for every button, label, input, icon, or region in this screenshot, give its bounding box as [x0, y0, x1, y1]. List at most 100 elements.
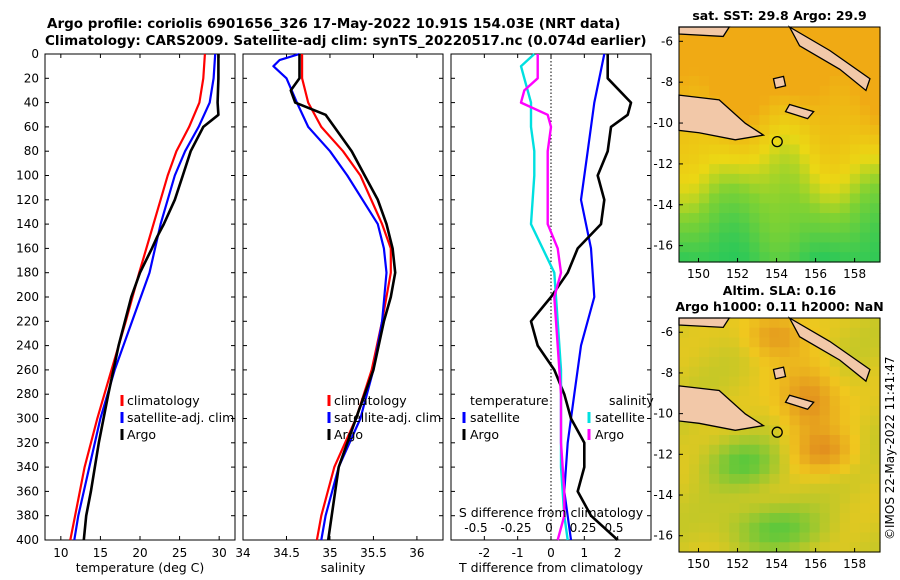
sst_map-cell [849, 222, 861, 234]
sla_map-cell [679, 532, 690, 543]
sst_map-cell [769, 203, 781, 214]
sst_map-cell [779, 154, 791, 165]
sla_map-cell [849, 347, 861, 358]
sla_map-cell [749, 542, 760, 553]
sla_map-cell [769, 454, 781, 465]
sst_map-cell [759, 95, 771, 106]
sla_map-cell [689, 327, 700, 339]
sst_map-cell [869, 27, 881, 38]
sla_map-cell [869, 483, 881, 495]
sla_map-cell [749, 396, 760, 407]
sst_map-cell [829, 134, 841, 146]
sla_map-cell [779, 464, 791, 475]
sst_map-cell [749, 85, 760, 97]
sla_map-cell [799, 532, 811, 543]
sst_map-cell [759, 66, 771, 77]
temperature-ytick-label: 260 [16, 363, 39, 377]
sst_map-cell [769, 115, 781, 126]
sst_map-cell [819, 66, 831, 77]
sst_map-frame [678, 26, 881, 263]
sst_map-cell [859, 222, 871, 234]
sst_map-cell [729, 222, 740, 234]
sla_map-cell [729, 376, 740, 387]
sla_map-cell [679, 444, 690, 456]
sla_map-cell [759, 366, 771, 378]
sla_map-land [787, 316, 871, 383]
sla_map-cell [729, 435, 740, 446]
sla_map-cell [809, 425, 821, 436]
sst_map-cell [719, 183, 730, 195]
temperature-series-satellite-adj-clim [73, 53, 217, 541]
sst_map-cell [789, 232, 801, 244]
sst_map-cell [729, 242, 740, 253]
salinity-xtick-label: 34.5 [273, 546, 300, 560]
sla_map-cell [779, 542, 791, 553]
sst_map-cell [819, 105, 831, 116]
sst_map-cell [849, 173, 861, 185]
sla_map-cell [829, 366, 841, 378]
sst_map-cell [839, 144, 851, 155]
sst_map-cell [729, 144, 740, 155]
sla_map-cell [729, 366, 740, 378]
sst_map-cell [769, 183, 781, 195]
sla_map-cell [699, 376, 710, 387]
sst_map-cell [739, 144, 750, 155]
sst_map-cell [769, 252, 781, 263]
sst_map-cell [739, 134, 750, 146]
sst_map-cell [769, 27, 781, 38]
sst_map-cell [799, 242, 811, 253]
sst_map-cell [739, 75, 750, 87]
sla_map-cell [799, 415, 811, 426]
sla_map-cell [679, 337, 690, 348]
sla_map-cell [849, 464, 861, 475]
sla_map-ytick-label: -10 [653, 407, 673, 421]
sst_map-cell [799, 183, 811, 195]
salinity-legend-label: satellite-adj. clim [334, 410, 441, 425]
sst_map-cell [719, 213, 730, 224]
sla_map-cell [719, 513, 730, 524]
sla_map-cell [709, 513, 720, 524]
sla_map-cell [859, 474, 871, 485]
temperature-ytick-label: 320 [16, 436, 39, 450]
sst_map-cell [809, 193, 821, 204]
sla_map-cell [759, 376, 771, 387]
sla_map-argo-marker [771, 426, 783, 438]
sla_map-cell [779, 327, 791, 339]
sst_map-cell [689, 164, 700, 175]
sst_map-cell [829, 232, 841, 244]
difference-xlabel: T difference from climatology [458, 560, 644, 575]
sst_map-cell [689, 222, 700, 234]
sla_map-cell [679, 327, 690, 339]
sst_map-title: sat. SST: 29.8 Argo: 29.9 [692, 8, 866, 23]
sst_map-cell [739, 222, 750, 234]
sst_map-cell [729, 203, 740, 214]
sla_map-cell [759, 318, 771, 329]
sst_map-cell [819, 203, 831, 214]
sst_map-cell [849, 164, 861, 175]
sla_map-cell [809, 503, 821, 514]
sst_map-cell [769, 193, 781, 204]
sst_map-cell [699, 46, 710, 57]
sst_map-cell [679, 144, 690, 155]
sla_map-cell [789, 435, 801, 446]
sst_map-cell [869, 154, 881, 165]
sla_map-cell [749, 405, 760, 417]
sla_map-cell [789, 483, 801, 495]
sla_map-cell [749, 444, 760, 456]
sla_map-cell [779, 415, 791, 426]
sla_map-cell [689, 522, 700, 534]
sst_map-cell [869, 252, 881, 263]
sla_map-cell [739, 493, 750, 504]
difference-xtick-label: 1 [581, 546, 589, 560]
sla_map-cell [779, 405, 791, 417]
sst_map-cell [799, 124, 811, 136]
sst_map-cell [759, 46, 771, 57]
sst_map-cell [809, 213, 821, 224]
temperature-legend-label: Argo [127, 427, 156, 442]
sst_map-cell [749, 27, 760, 38]
sst_map-cell [759, 183, 771, 195]
sla_map-cell [719, 522, 730, 534]
sst_map-cell [799, 95, 811, 106]
sla_map-cell [769, 337, 781, 348]
sst_map-ytick-label: -10 [653, 116, 673, 130]
